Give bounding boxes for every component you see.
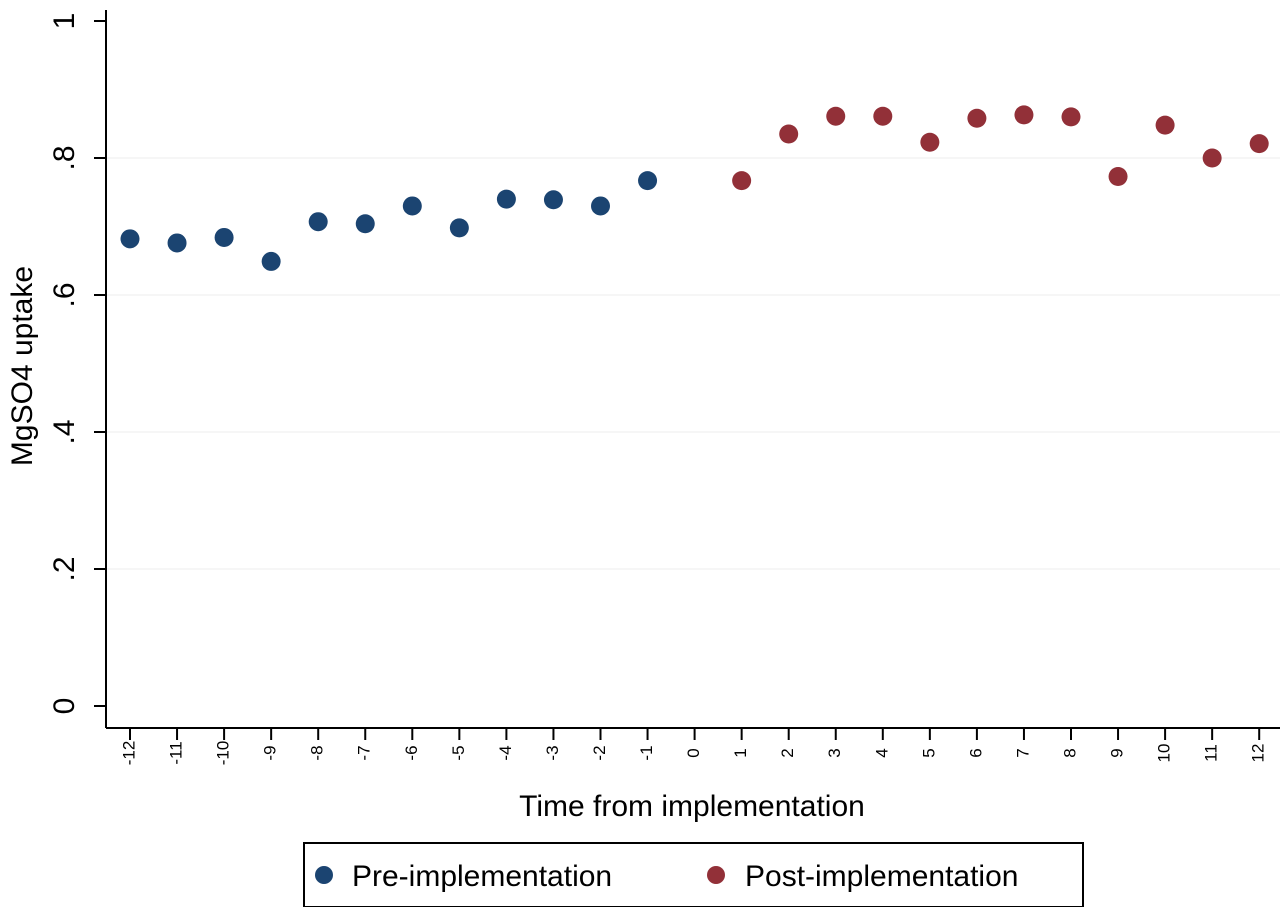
x-tick-label: 1	[731, 748, 750, 757]
y-axis-title: MgSO4 uptake	[6, 266, 39, 466]
data-point-post-implementation	[1155, 115, 1175, 135]
x-tick-label: -10	[214, 741, 233, 766]
x-tick-label: -12	[119, 741, 138, 766]
data-point-pre-implementation	[120, 229, 140, 249]
x-tick-label: 12	[1249, 744, 1268, 763]
x-tick-label: -5	[449, 745, 468, 760]
x-tick-label: -11	[167, 741, 186, 764]
y-tick-label: 0	[48, 698, 81, 715]
x-ticks: -12 -11 -10 -9 -8 -7 -6 -5 -4 -3 -2 -1 0 1 2 3 4 5 6 7 8 9 10 1…	[119, 728, 1268, 766]
data-point-post-implementation	[732, 171, 752, 191]
data-point-post-implementation	[873, 106, 893, 126]
x-tick-label: 4	[872, 748, 891, 757]
data-point-pre-implementation	[261, 251, 281, 271]
x-tick-label: -4	[496, 745, 515, 760]
data-point-pre-implementation	[355, 214, 375, 234]
x-tick-label: 9	[1108, 748, 1127, 757]
legend-box	[303, 842, 1084, 907]
x-tick-label: 11	[1202, 744, 1221, 762]
x-tick-label: 8	[1060, 748, 1079, 757]
data-point-pre-implementation	[167, 233, 187, 253]
legend-label-pre-implementation: Pre-implementation	[352, 860, 612, 893]
x-tick-label: 5	[919, 748, 938, 757]
axes	[105, 10, 1280, 729]
x-tick-label: -2	[590, 745, 609, 760]
y-tick-label: .2	[48, 556, 81, 581]
data-point-pre-implementation	[638, 171, 658, 191]
x-tick-label: -9	[261, 745, 280, 760]
data-point-pre-implementation	[308, 212, 328, 232]
data-point-post-implementation	[1249, 134, 1269, 154]
legend-label-post-implementation: Post-implementation	[745, 860, 1018, 893]
data-point-pre-implementation	[214, 227, 234, 247]
y-tick-label: .6	[48, 282, 81, 307]
data-point-pre-implementation	[591, 196, 610, 216]
x-tick-label: -3	[543, 745, 562, 760]
x-axis-title: Time from implementation	[519, 790, 865, 823]
gridlines	[107, 157, 1280, 570]
x-tick-label: -6	[402, 745, 421, 760]
legend-marker-post-implementation	[707, 866, 725, 884]
data-points	[120, 105, 1269, 271]
y-ticks: 0 .2 .4 .6 .8 1	[48, 13, 106, 715]
data-point-post-implementation	[779, 124, 799, 144]
x-tick-label: 2	[778, 748, 797, 757]
data-point-post-implementation	[1108, 166, 1128, 186]
data-point-post-implementation	[1202, 148, 1222, 168]
data-point-post-implementation	[826, 106, 846, 126]
data-point-pre-implementation	[496, 189, 516, 209]
y-tick-label: .4	[48, 419, 81, 444]
x-tick-label: 6	[966, 748, 985, 757]
y-tick-label: 1	[48, 13, 81, 30]
x-tick-label: -8	[308, 745, 327, 760]
data-point-post-implementation	[1061, 107, 1081, 127]
x-tick-label: 0	[684, 748, 703, 757]
data-point-pre-implementation	[449, 218, 469, 238]
x-tick-label: 7	[1013, 748, 1032, 757]
data-point-post-implementation	[920, 132, 940, 152]
data-point-pre-implementation	[543, 190, 563, 210]
data-point-pre-implementation	[402, 196, 422, 216]
data-point-post-implementation	[1014, 105, 1034, 125]
x-tick-label: -7	[355, 745, 374, 760]
x-tick-label: 10	[1155, 744, 1174, 763]
data-point-post-implementation	[967, 108, 987, 128]
x-tick-label: -1	[637, 745, 656, 760]
x-tick-label: 3	[825, 748, 844, 757]
legend-marker-pre-implementation	[315, 866, 333, 884]
y-tick-label: .8	[48, 145, 81, 170]
legend: Pre-implementation Post-implementation	[303, 842, 1084, 907]
